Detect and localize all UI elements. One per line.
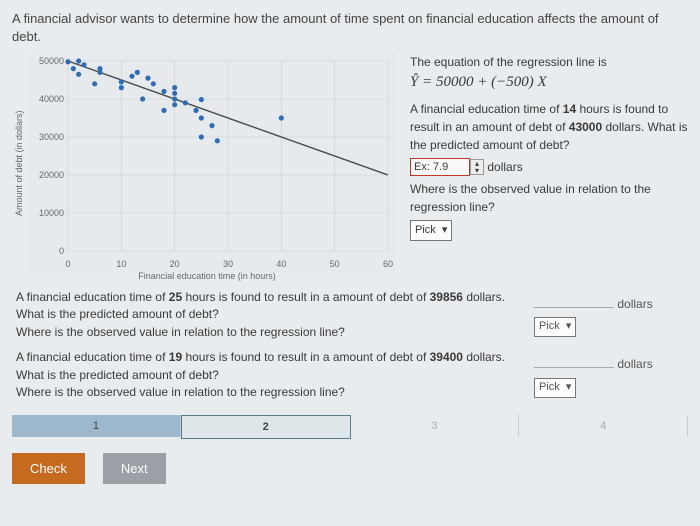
svg-text:20: 20: [170, 259, 180, 269]
observed-vs-line-q3: Where is the observed value in relation …: [16, 385, 345, 399]
check-button[interactable]: Check: [12, 453, 85, 484]
svg-text:50000: 50000: [39, 56, 64, 66]
svg-text:40000: 40000: [39, 94, 64, 104]
observed-vs-line-q1: Where is the observed value in relation …: [410, 180, 688, 216]
y-axis-label: Amount of debt (in dollars): [12, 53, 26, 273]
progress-step-3[interactable]: 3: [351, 415, 520, 437]
progress-step-4[interactable]: 4: [519, 415, 688, 437]
predicted-debt-input-2[interactable]: [534, 289, 614, 308]
chart-panel: Amount of debt (in dollars) 0 10000 20000 3…: [12, 53, 402, 281]
svg-text:60: 60: [383, 259, 393, 269]
predicted-debt-input-1[interactable]: Ex: 7.9: [410, 158, 470, 176]
progress-step-2[interactable]: 2: [181, 415, 351, 439]
svg-text:10: 10: [116, 259, 126, 269]
observed-vs-line-q2: Where is the observed value in relation …: [16, 325, 345, 339]
pick-select-1[interactable]: Pick ▾: [410, 220, 452, 241]
svg-text:0: 0: [59, 246, 64, 256]
regression-equation: Ŷ = 50000 + (−500) X: [410, 74, 547, 90]
svg-text:30: 30: [223, 259, 233, 269]
progress-bar: 1 2 3 4: [12, 415, 688, 439]
stepper-icon[interactable]: ▴▾: [470, 159, 484, 175]
svg-text:30000: 30000: [39, 132, 64, 142]
pick-select-3[interactable]: Pick ▾: [534, 378, 576, 398]
intro-text: A financial advisor wants to determine h…: [12, 10, 688, 45]
equation-lead: The equation of the regression line is: [410, 55, 607, 69]
svg-text:10000: 10000: [39, 208, 64, 218]
scatter-chart: 0 10000 20000 30000 40000 50000 0 10 20 30 40 50 60: [26, 53, 396, 273]
predicted-debt-input-3[interactable]: [534, 349, 614, 368]
next-button[interactable]: Next: [103, 453, 166, 484]
svg-text:50: 50: [330, 259, 340, 269]
question-panel-right: The equation of the regression line is Ŷ…: [410, 53, 688, 281]
svg-text:0: 0: [65, 259, 70, 269]
progress-step-1[interactable]: 1: [12, 415, 181, 437]
svg-text:20000: 20000: [39, 170, 64, 180]
svg-text:40: 40: [276, 259, 286, 269]
pick-select-2[interactable]: Pick ▾: [534, 317, 576, 337]
